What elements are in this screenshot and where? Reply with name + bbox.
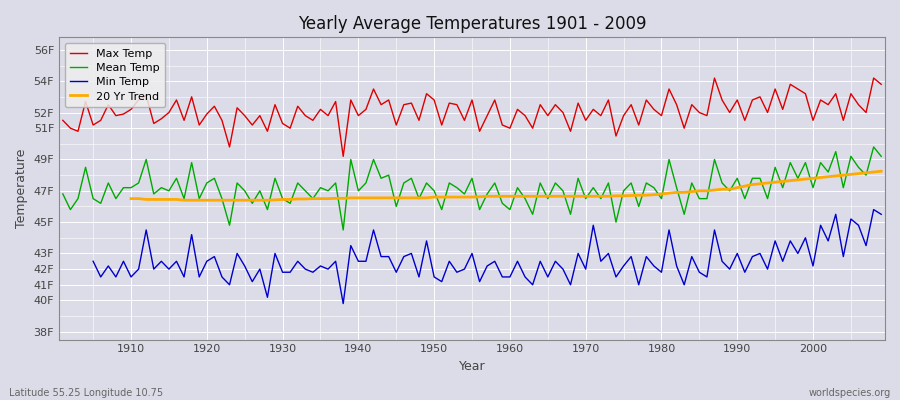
20 Yr Trend	[277, 197, 288, 202]
Mean Temp	[868, 144, 879, 149]
Max Temp	[58, 118, 68, 123]
Max Temp	[709, 76, 720, 80]
Min Temp	[505, 274, 516, 279]
Mean Temp	[330, 180, 341, 185]
Min Temp	[126, 274, 137, 279]
20 Yr Trend	[845, 172, 856, 177]
Line: Max Temp: Max Temp	[63, 78, 881, 156]
Mean Temp	[118, 185, 129, 190]
Legend: Max Temp, Mean Temp, Min Temp, 20 Yr Trend: Max Temp, Mean Temp, Min Temp, 20 Yr Tre…	[65, 43, 165, 107]
Y-axis label: Temperature: Temperature	[15, 149, 28, 228]
Max Temp	[876, 82, 886, 87]
Min Temp	[512, 259, 523, 264]
Max Temp	[505, 126, 516, 130]
Mean Temp	[512, 185, 523, 190]
Max Temp	[284, 126, 295, 130]
20 Yr Trend	[179, 198, 190, 203]
20 Yr Trend	[823, 174, 833, 179]
Text: Latitude 55.25 Longitude 10.75: Latitude 55.25 Longitude 10.75	[9, 388, 163, 398]
Mean Temp	[603, 180, 614, 185]
Mean Temp	[876, 154, 886, 159]
Line: Mean Temp: Mean Temp	[63, 147, 881, 230]
Text: worldspecies.org: worldspecies.org	[809, 388, 891, 398]
20 Yr Trend	[126, 196, 137, 201]
Min Temp	[876, 212, 886, 217]
20 Yr Trend	[519, 194, 530, 199]
Title: Yearly Average Temperatures 1901 - 2009: Yearly Average Temperatures 1901 - 2009	[298, 15, 646, 33]
Min Temp	[292, 259, 303, 264]
Max Temp	[118, 112, 129, 116]
20 Yr Trend	[308, 196, 319, 201]
Min Temp	[603, 251, 614, 256]
Mean Temp	[58, 192, 68, 196]
Mean Temp	[505, 207, 516, 212]
20 Yr Trend	[580, 194, 591, 199]
Max Temp	[330, 99, 341, 104]
Mean Temp	[338, 228, 348, 232]
Line: 20 Yr Trend: 20 Yr Trend	[131, 171, 881, 200]
Max Temp	[512, 107, 523, 112]
Min Temp	[58, 267, 68, 272]
20 Yr Trend	[876, 169, 886, 174]
Min Temp	[338, 301, 348, 306]
Line: Min Temp: Min Temp	[63, 210, 881, 304]
Mean Temp	[284, 201, 295, 206]
Max Temp	[338, 154, 348, 159]
X-axis label: Year: Year	[459, 360, 485, 373]
Max Temp	[603, 98, 614, 102]
